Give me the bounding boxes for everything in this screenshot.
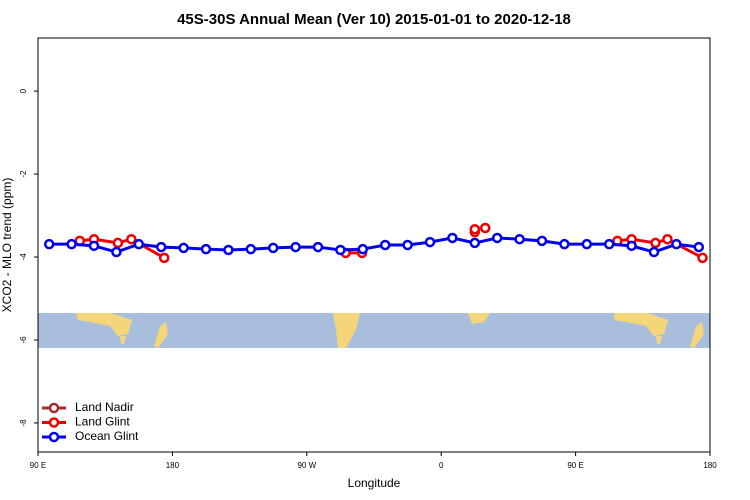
data-point: [697, 252, 708, 264]
data-point: [469, 223, 481, 235]
data-point: [626, 240, 637, 252]
legend-label: Ocean Glint: [75, 429, 139, 443]
legend-label: Land Glint: [75, 415, 130, 429]
legend-marker: [48, 417, 60, 428]
data-point: [469, 237, 481, 249]
data-point: [379, 239, 391, 251]
y-tick-label: -2: [19, 170, 28, 178]
data-point: [111, 246, 122, 258]
data-point: [581, 238, 593, 250]
data-point: [603, 238, 615, 250]
data-point: [312, 241, 324, 253]
map-strip: [38, 313, 710, 348]
y-tick-label: 0: [19, 88, 28, 93]
data-point: [112, 237, 124, 249]
data-point: [43, 238, 55, 250]
data-point: [650, 237, 661, 249]
data-point: [491, 232, 503, 244]
data-point: [133, 238, 145, 250]
series-line: [49, 236, 699, 254]
data-point: [245, 243, 257, 255]
data-point: [693, 241, 705, 253]
x-tick-label: 90 W: [297, 461, 316, 470]
legend-label: Land Nadir: [75, 400, 134, 414]
data-point: [290, 241, 301, 253]
data-point: [447, 232, 458, 244]
x-tick-label: 90 E: [567, 461, 583, 470]
data-point: [88, 240, 100, 252]
x-tick-label: 90 E: [30, 461, 46, 470]
y-tick-label: -4: [19, 253, 28, 261]
legend-marker: [48, 431, 60, 443]
data-point: [536, 235, 548, 247]
legend-marker: [48, 402, 60, 414]
data-point: [648, 246, 660, 258]
data-point: [559, 238, 570, 250]
data-point: [200, 243, 212, 255]
data-point: [66, 238, 77, 250]
data-point: [514, 233, 525, 245]
y-tick-label: -6: [19, 336, 28, 344]
data-point: [267, 242, 279, 254]
data-point: [402, 239, 413, 251]
x-tick-label: 0: [439, 461, 444, 470]
data-point: [671, 238, 682, 250]
data-point: [178, 242, 189, 254]
data-point: [662, 233, 673, 245]
data-point: [158, 252, 170, 264]
x-tick-label: 180: [166, 461, 180, 470]
y-tick-label: -8: [19, 419, 28, 427]
data-point: [357, 243, 369, 255]
x-tick-label: 180: [703, 461, 717, 470]
data-point: [424, 236, 436, 248]
data-point: [155, 241, 167, 253]
plot-frame: [37, 37, 711, 453]
y-axis-label: XCO2 - MLO trend (ppm): [0, 178, 14, 313]
chart-title: 45S-30S Annual Mean (Ver 10) 2015-01-01 …: [177, 11, 571, 28]
data-point: [126, 233, 137, 245]
data-point: [223, 244, 234, 256]
data-point: [480, 222, 491, 234]
data-point: [335, 244, 346, 256]
x-axis-label: Longitude: [348, 476, 401, 490]
